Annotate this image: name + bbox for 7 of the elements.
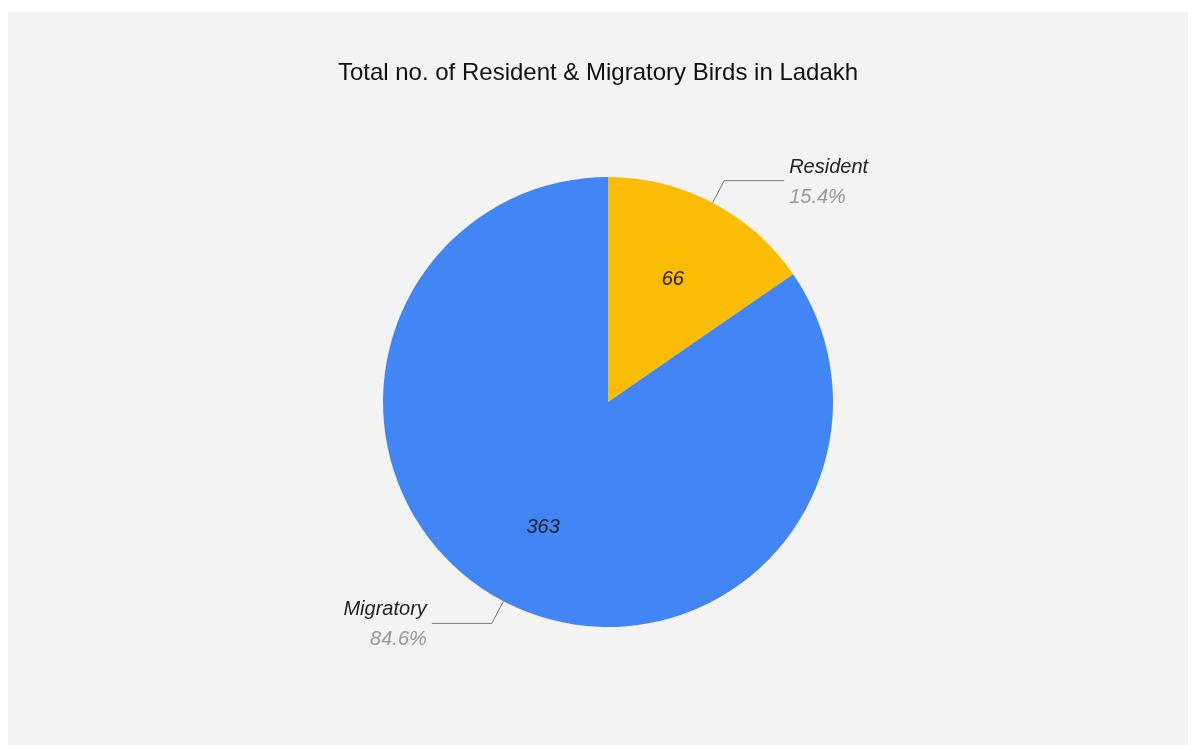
slice-label: Resident (789, 154, 870, 177)
slice-label: Migratory (343, 597, 428, 620)
text: 84.6% (370, 627, 427, 650)
chart-title: Total no. of Resident & Migratory Birds in Ladakh (337, 57, 859, 85)
data-label: 66 (661, 267, 685, 290)
text: 15.4% (789, 184, 846, 207)
data-label: 363 (526, 514, 560, 537)
